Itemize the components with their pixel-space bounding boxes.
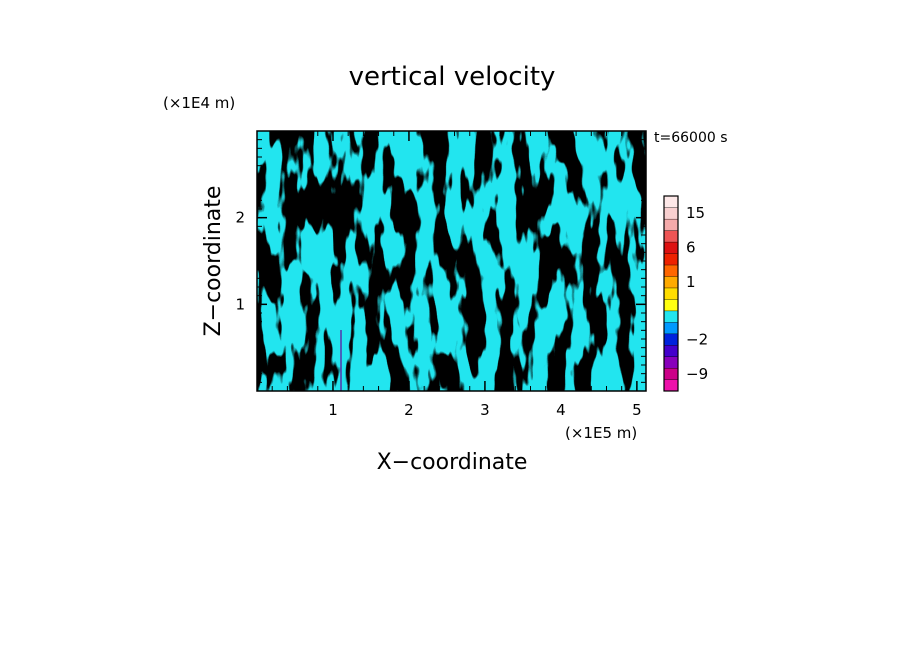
x-scale-label: (×1E5 m) [565,424,637,442]
colorbar-band [664,253,678,265]
x-tick-label: 2 [404,401,414,419]
chart-title: vertical velocity [349,62,556,92]
y-tick-label: 1 [235,295,245,313]
colorbar-band [664,345,678,357]
colorbar-band [664,241,678,254]
colorbar-tick-label: 15 [686,204,705,222]
time-label: t=66000 s [654,130,728,146]
colorbar-tick-label: 6 [686,239,696,257]
colorbar-tick-label: −9 [686,365,708,383]
colorbar-band [664,322,678,334]
colorbar-labels: −9 −2 1 6 15 [686,204,708,383]
colorbar-band [664,196,678,208]
x-tick-label: 3 [480,401,490,419]
colorbar-band [664,356,678,369]
colorbar-band [664,299,678,311]
colorbar-band [664,310,678,323]
field-positive-region [257,131,646,391]
plot-area [256,130,647,392]
colorbar-band [664,276,678,288]
x-tick-label: 5 [632,401,642,419]
minor-ticks [257,131,646,391]
colorbar-frame [663,195,679,392]
x-tick-label: 1 [328,401,338,419]
colorbar-band [664,379,678,391]
x-axis-label: X−coordinate [377,450,528,475]
colorbar [663,195,679,392]
y-tick-label: 2 [235,209,245,227]
colorbar-band [664,287,678,300]
colorbar-band [664,207,678,219]
colorbar-tick-label: 1 [686,273,696,291]
colorbar-tick-label: −2 [686,330,708,348]
colorbar-band [664,333,678,346]
y-axis-label: Z−coordinate [201,186,226,337]
colorbar-band [664,230,678,242]
colorbar-band [664,264,678,277]
x-tick-label: 4 [556,401,566,419]
colorbar-band [664,218,678,231]
y-scale-label: (×1E4 m) [163,94,235,112]
colorbar-band [664,368,678,380]
